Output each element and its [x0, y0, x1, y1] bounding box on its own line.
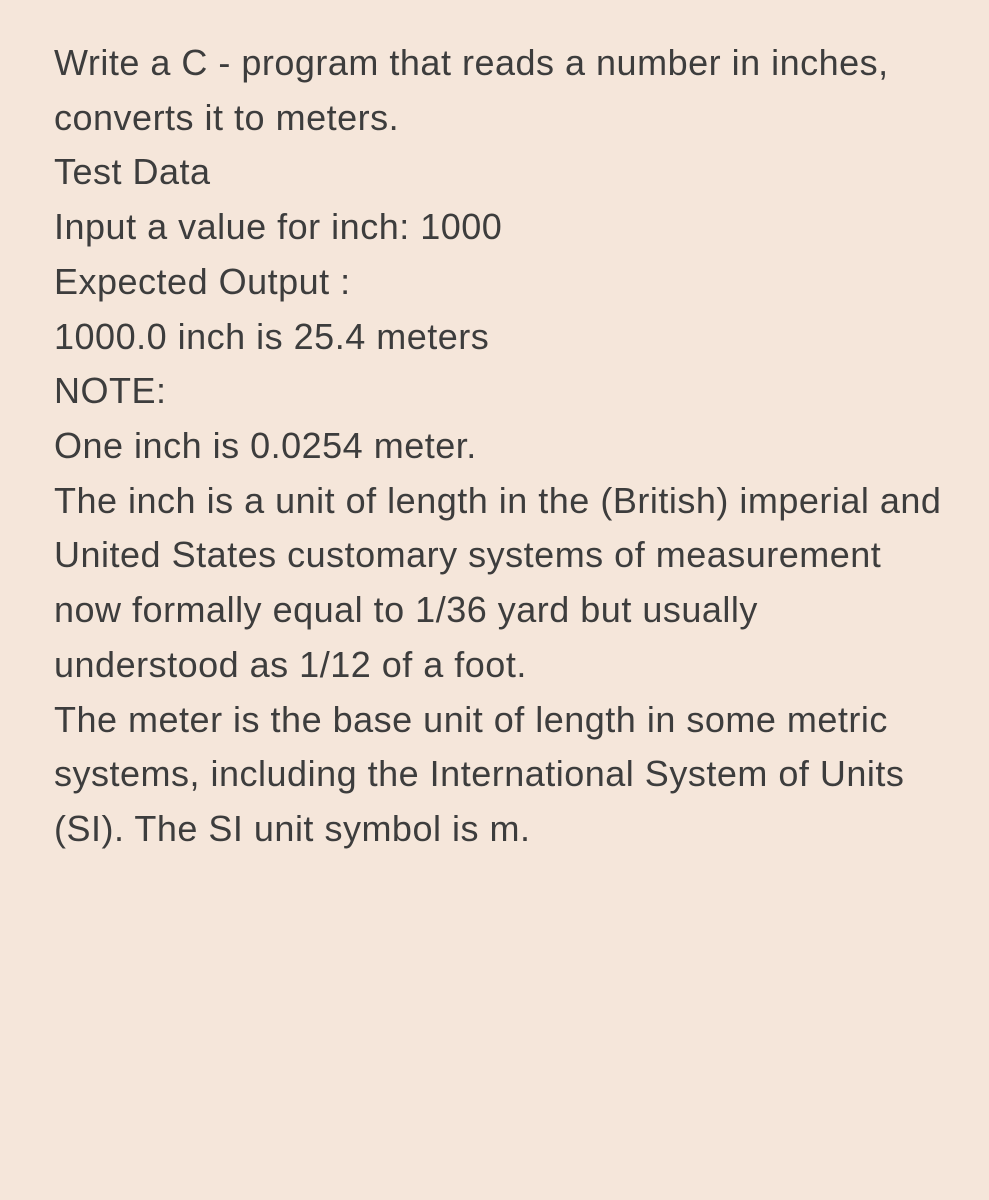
text-output-example: 1000.0 inch is 25.4 meters — [54, 310, 947, 365]
text-conversion-fact: One inch is 0.0254 meter. — [54, 419, 947, 474]
paragraph-inch-definition: The inch is a unit of length in the (Bri… — [54, 474, 947, 693]
heading-test-data: Test Data — [54, 145, 947, 200]
paragraph-instruction: Write a C - program that reads a number … — [54, 36, 947, 145]
paragraph-meter-definition: The meter is the base unit of length in … — [54, 693, 947, 857]
heading-expected-output: Expected Output : — [54, 255, 947, 310]
text-input-example: Input a value for inch: 1000 — [54, 200, 947, 255]
heading-note: NOTE: — [54, 364, 947, 419]
